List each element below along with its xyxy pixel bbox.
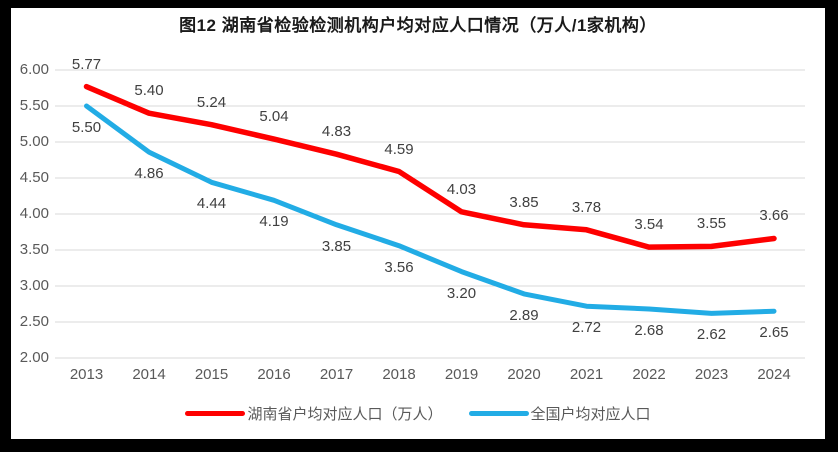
x-tick-label: 2015 [194, 366, 229, 383]
series-line-0 [83, 83, 777, 250]
x-tick-label: 2024 [757, 366, 791, 383]
x-tick-label: 2014 [132, 366, 166, 383]
data-label-series1: 4.19 [259, 213, 289, 231]
data-label-series1: 5.50 [71, 119, 102, 136]
data-label-series1: 2.65 [759, 324, 789, 342]
chart-canvas: 图12 湖南省检验检测机构户均对应人口情况（万人/1家机构） 6.00 5.50 5… [11, 8, 825, 439]
data-label-series0: 5.40 [134, 82, 164, 100]
legend-line-red [185, 410, 246, 416]
data-label-series1: 2.89 [509, 306, 539, 324]
data-label-series1: 3.20 [446, 284, 477, 302]
data-label-series1: 4.86 [134, 165, 164, 183]
data-label-series1: 2.62 [696, 326, 727, 344]
y-tick-label: 3.00 [19, 277, 49, 294]
data-label-series0: 3.66 [759, 207, 789, 225]
plot-area [55, 69, 805, 359]
data-label-series0: 5.24 [196, 93, 227, 111]
data-label-series0: 3.78 [571, 198, 602, 216]
x-tick-label: 2013 [69, 366, 104, 383]
data-label-series0: 5.77 [71, 55, 102, 73]
legend-item-national: 全国户均对应人口 [468, 403, 651, 424]
y-tick-label: 4.50 [19, 169, 49, 186]
data-label-series1: 2.68 [634, 322, 664, 340]
data-label-series1: 4.44 [196, 195, 227, 213]
data-label-series0: 4.59 [384, 140, 414, 158]
x-tick-label: 2022 [632, 366, 666, 383]
data-label-series1: 2.72 [571, 319, 602, 337]
data-label-series1: 3.85 [321, 237, 352, 255]
data-label-series0: 3.54 [634, 216, 664, 234]
legend-item-hunan: 湖南省户均对应人口（万人） [185, 403, 443, 424]
legend-label-national: 全国户均对应人口 [530, 405, 651, 423]
data-label-series0: 4.83 [321, 123, 352, 141]
legend-label-hunan: 湖南省户均对应人口（万人） [247, 405, 443, 423]
y-tick-label: 5.50 [19, 97, 49, 114]
x-tick-label: 2017 [319, 366, 354, 383]
chart-title: 图12 湖南省检验检测机构户均对应人口情况（万人/1家机构） [179, 16, 657, 35]
y-tick-label: 2.50 [19, 313, 49, 330]
x-tick-label: 2020 [507, 366, 541, 383]
series-line-1 [84, 103, 777, 316]
legend-line-blue [468, 410, 529, 416]
x-tick-label: 2018 [382, 366, 416, 383]
y-tick-label: 5.00 [19, 133, 49, 150]
data-label-series0: 4.03 [446, 180, 477, 198]
x-tick-label: 2016 [257, 366, 291, 383]
y-tick-label: 4.00 [19, 205, 49, 222]
data-label-series0: 3.85 [509, 193, 539, 211]
y-tick-label: 3.50 [19, 241, 49, 258]
data-label-series1: 3.56 [384, 258, 414, 276]
data-label-series0: 3.55 [696, 215, 727, 233]
y-tick-label: 6.00 [19, 61, 49, 78]
data-label-series0: 5.04 [259, 108, 289, 126]
x-tick-label: 2021 [569, 366, 604, 383]
x-tick-label: 2023 [694, 366, 729, 383]
legend: 湖南省户均对应人口（万人） 全国户均对应人口 [11, 402, 825, 424]
x-tick-label: 2019 [444, 366, 479, 383]
y-tick-label: 2.00 [19, 349, 49, 366]
